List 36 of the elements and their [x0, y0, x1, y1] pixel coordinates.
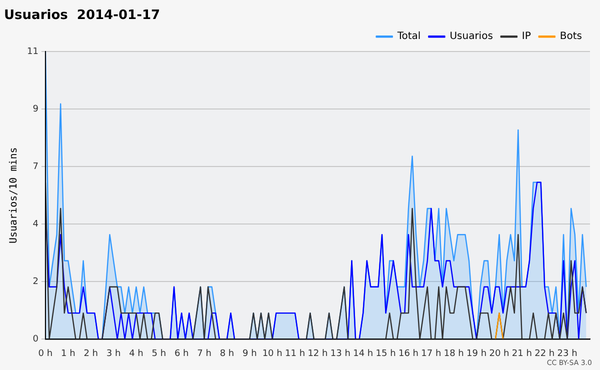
- x-tick-label: 3 h: [106, 348, 121, 359]
- y-tick-label: 9: [32, 104, 39, 114]
- legend-label: Usuarios: [450, 31, 493, 42]
- x-tick-label: 21 h: [512, 348, 532, 359]
- x-tick-label: 9 h: [242, 348, 257, 359]
- legend-label: Bots: [560, 31, 582, 42]
- x-tick-label: 8 h: [220, 348, 234, 359]
- x-tick-label: 4 h: [129, 348, 144, 359]
- x-tick-label: 1 h: [60, 348, 76, 359]
- y-tick-label: 7: [32, 162, 38, 172]
- y-tick-label: 4: [32, 220, 39, 230]
- y-tick-label: 11: [27, 46, 38, 57]
- x-tick-label: 10 h: [262, 348, 282, 359]
- x-tick-label: 15 h: [376, 348, 396, 359]
- legend-label: IP: [522, 31, 531, 42]
- x-tick-label: 13 h: [330, 348, 350, 359]
- x-tick-label: 17 h: [421, 348, 442, 359]
- legend-label: Total: [396, 31, 421, 42]
- x-tick-label: 2 h: [84, 348, 98, 359]
- x-tick-label: 19 h: [466, 348, 487, 359]
- x-tick-label: 6 h: [174, 348, 189, 359]
- x-tick-label: 16 h: [398, 348, 418, 359]
- chart-title: Usuarios 2014-01-17: [4, 8, 160, 24]
- x-tick-label: 7 h: [197, 348, 212, 359]
- x-tick-label: 12 h: [308, 348, 328, 359]
- y-tick-label: 2: [32, 277, 38, 288]
- x-tick-label: 23 h: [557, 348, 578, 359]
- x-tick-label: 18 h: [444, 348, 464, 359]
- x-tick-label: 5 h: [152, 348, 166, 359]
- y-axis-title: Usuarios/10 mins: [8, 147, 20, 244]
- x-tick-label: 14 h: [353, 348, 374, 359]
- x-tick-label: 22 h: [534, 348, 555, 359]
- x-tick-label: 20 h: [489, 348, 510, 359]
- x-tick-label: 0 h: [38, 348, 53, 359]
- y-tick-label: 0: [32, 334, 39, 345]
- x-tick-label: 11 h: [285, 348, 306, 359]
